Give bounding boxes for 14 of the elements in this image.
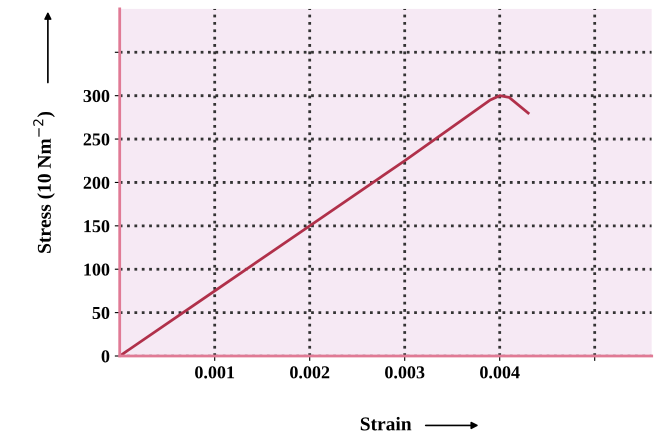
x-tick-label: 0.001 — [195, 366, 234, 379]
y-tick-label: 250 — [84, 133, 110, 146]
x-tick-label: 0.004 — [480, 366, 520, 379]
x-tick-label: 0.003 — [385, 366, 424, 379]
line-series — [120, 94, 530, 356]
y-tick-label: 0 — [102, 350, 110, 362]
x-axis-title: Strain — [360, 416, 412, 431]
y-tick-label: 300 — [84, 90, 110, 102]
y-tick-label: 200 — [84, 176, 110, 189]
y-tick-label: 100 — [84, 263, 110, 276]
y-tick-label: 50 — [92, 306, 110, 320]
x-tick-label: 0.002 — [290, 366, 330, 379]
y-axis-title: Stress (10 Nm$^{−2}$) — [33, 112, 55, 253]
y-tick-label: 150 — [84, 220, 110, 232]
